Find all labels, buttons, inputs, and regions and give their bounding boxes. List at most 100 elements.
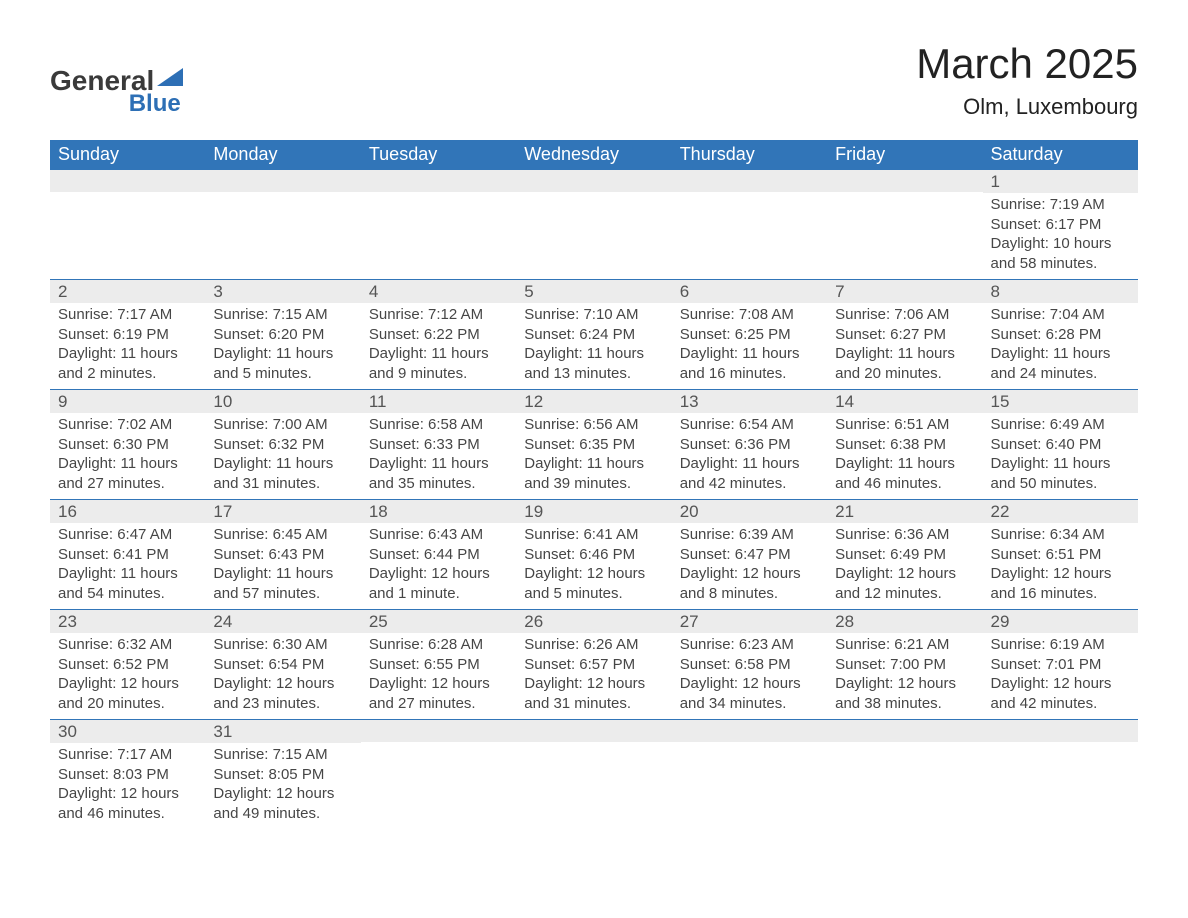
sunrise-line: Sunrise: 6:32 AM — [58, 635, 197, 655]
day-cell: 16Sunrise: 6:47 AMSunset: 6:41 PMDayligh… — [50, 500, 205, 610]
sunrise-line: Sunrise: 7:00 AM — [213, 415, 352, 435]
daylight-line: Daylight: 12 hours and 49 minutes. — [213, 784, 352, 823]
day-body: Sunrise: 6:21 AMSunset: 7:00 PMDaylight:… — [827, 633, 982, 719]
day-body — [983, 742, 1138, 800]
empty-cell — [516, 720, 671, 830]
calendar-row: 9Sunrise: 7:02 AMSunset: 6:30 PMDaylight… — [50, 390, 1138, 500]
day-body: Sunrise: 6:28 AMSunset: 6:55 PMDaylight:… — [361, 633, 516, 719]
daylight-line: Daylight: 12 hours and 16 minutes. — [991, 564, 1130, 603]
empty-cell — [672, 170, 827, 280]
day-number: 24 — [205, 610, 360, 633]
day-cell: 23Sunrise: 6:32 AMSunset: 6:52 PMDayligh… — [50, 610, 205, 720]
sunset-line: Sunset: 6:20 PM — [213, 325, 352, 345]
day-number — [983, 720, 1138, 742]
day-number — [672, 720, 827, 742]
day-number: 7 — [827, 280, 982, 303]
daylight-line: Daylight: 11 hours and 2 minutes. — [58, 344, 197, 383]
sunset-line: Sunset: 6:47 PM — [680, 545, 819, 565]
day-body: Sunrise: 7:04 AMSunset: 6:28 PMDaylight:… — [983, 303, 1138, 389]
weekday-cell: Saturday — [983, 140, 1138, 170]
sunrise-line: Sunrise: 6:19 AM — [991, 635, 1130, 655]
sunset-line: Sunset: 6:25 PM — [680, 325, 819, 345]
day-body: Sunrise: 6:56 AMSunset: 6:35 PMDaylight:… — [516, 413, 671, 499]
day-body: Sunrise: 7:08 AMSunset: 6:25 PMDaylight:… — [672, 303, 827, 389]
calendar-row: 1Sunrise: 7:19 AMSunset: 6:17 PMDaylight… — [50, 170, 1138, 280]
day-number — [827, 170, 982, 192]
day-number — [50, 170, 205, 192]
day-number: 12 — [516, 390, 671, 413]
sunrise-line: Sunrise: 6:45 AM — [213, 525, 352, 545]
day-cell: 28Sunrise: 6:21 AMSunset: 7:00 PMDayligh… — [827, 610, 982, 720]
sunset-line: Sunset: 6:57 PM — [524, 655, 663, 675]
daylight-line: Daylight: 11 hours and 24 minutes. — [991, 344, 1130, 383]
day-cell: 29Sunrise: 6:19 AMSunset: 7:01 PMDayligh… — [983, 610, 1138, 720]
logo-text: General Blue — [50, 68, 183, 115]
calendar-row: 23Sunrise: 6:32 AMSunset: 6:52 PMDayligh… — [50, 610, 1138, 720]
day-number: 31 — [205, 720, 360, 743]
sunrise-line: Sunrise: 6:21 AM — [835, 635, 974, 655]
daylight-line: Daylight: 12 hours and 20 minutes. — [58, 674, 197, 713]
day-cell: 9Sunrise: 7:02 AMSunset: 6:30 PMDaylight… — [50, 390, 205, 500]
day-body — [516, 192, 671, 250]
day-number: 18 — [361, 500, 516, 523]
sunrise-line: Sunrise: 6:26 AM — [524, 635, 663, 655]
daylight-line: Daylight: 12 hours and 27 minutes. — [369, 674, 508, 713]
sunrise-line: Sunrise: 7:15 AM — [213, 745, 352, 765]
sunrise-line: Sunrise: 6:41 AM — [524, 525, 663, 545]
day-cell: 13Sunrise: 6:54 AMSunset: 6:36 PMDayligh… — [672, 390, 827, 500]
day-number — [205, 170, 360, 192]
day-number — [516, 170, 671, 192]
day-number — [516, 720, 671, 742]
day-number: 2 — [50, 280, 205, 303]
day-body — [672, 192, 827, 250]
day-body: Sunrise: 6:34 AMSunset: 6:51 PMDaylight:… — [983, 523, 1138, 609]
day-body: Sunrise: 6:19 AMSunset: 7:01 PMDaylight:… — [983, 633, 1138, 719]
sunset-line: Sunset: 7:00 PM — [835, 655, 974, 675]
sunset-line: Sunset: 6:38 PM — [835, 435, 974, 455]
sunrise-line: Sunrise: 7:10 AM — [524, 305, 663, 325]
day-cell: 31Sunrise: 7:15 AMSunset: 8:05 PMDayligh… — [205, 720, 360, 830]
day-number: 22 — [983, 500, 1138, 523]
daylight-line: Daylight: 11 hours and 20 minutes. — [835, 344, 974, 383]
day-body: Sunrise: 6:26 AMSunset: 6:57 PMDaylight:… — [516, 633, 671, 719]
sunrise-line: Sunrise: 6:23 AM — [680, 635, 819, 655]
day-number — [672, 170, 827, 192]
day-cell: 4Sunrise: 7:12 AMSunset: 6:22 PMDaylight… — [361, 280, 516, 390]
sunset-line: Sunset: 8:05 PM — [213, 765, 352, 785]
day-number: 28 — [827, 610, 982, 633]
day-cell: 12Sunrise: 6:56 AMSunset: 6:35 PMDayligh… — [516, 390, 671, 500]
sunset-line: Sunset: 6:36 PM — [680, 435, 819, 455]
empty-cell — [827, 170, 982, 280]
sunset-line: Sunset: 6:49 PM — [835, 545, 974, 565]
sunrise-line: Sunrise: 6:56 AM — [524, 415, 663, 435]
day-body: Sunrise: 6:32 AMSunset: 6:52 PMDaylight:… — [50, 633, 205, 719]
day-number: 27 — [672, 610, 827, 633]
day-number: 15 — [983, 390, 1138, 413]
day-body: Sunrise: 7:12 AMSunset: 6:22 PMDaylight:… — [361, 303, 516, 389]
daylight-line: Daylight: 11 hours and 31 minutes. — [213, 454, 352, 493]
page-title: March 2025 — [916, 40, 1138, 88]
day-cell: 14Sunrise: 6:51 AMSunset: 6:38 PMDayligh… — [827, 390, 982, 500]
day-cell: 27Sunrise: 6:23 AMSunset: 6:58 PMDayligh… — [672, 610, 827, 720]
calendar-header: Sunday Monday Tuesday Wednesday Thursday… — [50, 140, 1138, 170]
empty-cell — [827, 720, 982, 830]
day-cell: 10Sunrise: 7:00 AMSunset: 6:32 PMDayligh… — [205, 390, 360, 500]
day-number: 20 — [672, 500, 827, 523]
day-number: 17 — [205, 500, 360, 523]
daylight-line: Daylight: 11 hours and 50 minutes. — [991, 454, 1130, 493]
day-number: 23 — [50, 610, 205, 633]
sunset-line: Sunset: 6:19 PM — [58, 325, 197, 345]
day-cell: 17Sunrise: 6:45 AMSunset: 6:43 PMDayligh… — [205, 500, 360, 610]
day-body: Sunrise: 7:17 AMSunset: 8:03 PMDaylight:… — [50, 743, 205, 829]
day-cell: 5Sunrise: 7:10 AMSunset: 6:24 PMDaylight… — [516, 280, 671, 390]
weekday-cell: Monday — [205, 140, 360, 170]
day-number — [361, 720, 516, 742]
daylight-line: Daylight: 11 hours and 46 minutes. — [835, 454, 974, 493]
day-number: 8 — [983, 280, 1138, 303]
daylight-line: Daylight: 11 hours and 16 minutes. — [680, 344, 819, 383]
daylight-line: Daylight: 12 hours and 23 minutes. — [213, 674, 352, 713]
day-cell: 1Sunrise: 7:19 AMSunset: 6:17 PMDaylight… — [983, 170, 1138, 280]
sunrise-line: Sunrise: 6:58 AM — [369, 415, 508, 435]
sunrise-line: Sunrise: 6:39 AM — [680, 525, 819, 545]
day-number: 30 — [50, 720, 205, 743]
